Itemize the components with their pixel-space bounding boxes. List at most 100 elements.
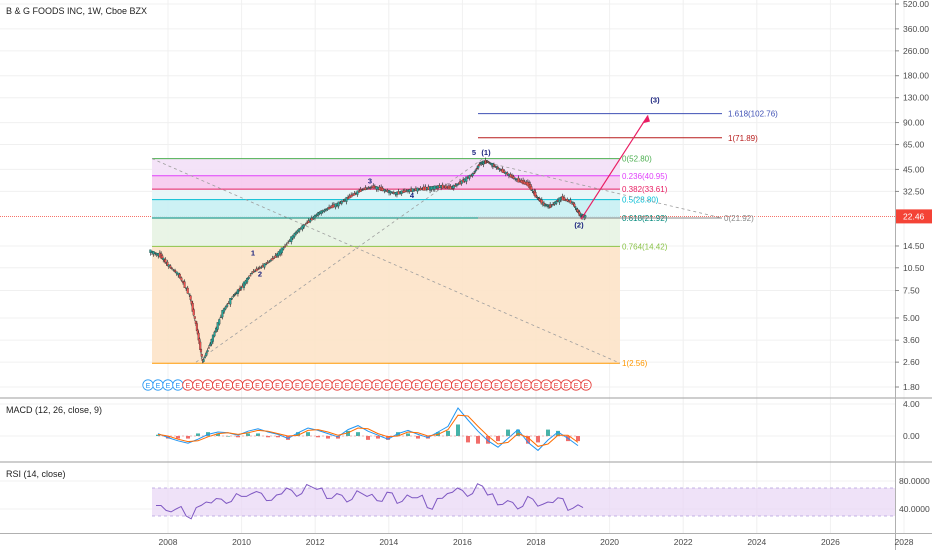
macd-histogram-bar (456, 424, 460, 436)
earnings-marker-label: E (146, 383, 151, 390)
macd-histogram-bar (556, 430, 560, 436)
price-tick-label: 130.00 (903, 93, 929, 103)
candle-body (531, 189, 534, 191)
axes: 520.00360.00260.00180.00130.0090.0065.00… (159, 0, 932, 547)
candle-body (514, 177, 517, 180)
earnings-marker-label: E (176, 383, 181, 390)
earnings-marker[interactable] (580, 379, 592, 391)
macd-histogram-bar (496, 436, 500, 442)
time-tick-label: 2020 (600, 537, 619, 547)
earnings-marker-label: E (504, 383, 509, 390)
time-tick-label: 2018 (527, 537, 546, 547)
candle-body (472, 173, 476, 175)
candle-body (222, 308, 226, 313)
trendline-dashed (195, 158, 484, 363)
candle-body (345, 196, 348, 202)
earnings-marker-label: E (574, 383, 579, 390)
macd-indicator (156, 407, 580, 452)
candle-body (216, 322, 219, 330)
wave-label[interactable]: 1 (251, 248, 255, 257)
wave-label[interactable]: 3 (368, 177, 372, 186)
macd-tick-label: 0.00 (903, 431, 920, 441)
fib-extension-lines[interactable]: 1.618(102.76) 1(71.89) 0(21.92) (478, 110, 778, 223)
candle-body (164, 259, 167, 264)
last-price-label: 22.46 (903, 211, 925, 221)
candle-body (498, 168, 501, 170)
wave-label[interactable]: (3) (650, 96, 660, 105)
wave-label[interactable]: (1) (481, 148, 491, 157)
macd-histogram-bar (346, 430, 350, 436)
candle-body (285, 244, 288, 246)
candle-body (253, 270, 257, 272)
price-tick-label: 180.00 (903, 71, 929, 81)
candle-body (477, 165, 480, 169)
macd-histogram-bar (356, 432, 360, 436)
last-price-tag (896, 209, 932, 224)
candle-body (218, 319, 221, 325)
earnings-marker-label: E (554, 383, 559, 390)
earnings-marker-label: E (584, 383, 589, 390)
candle-body (468, 175, 471, 179)
wave-label[interactable]: (2) (574, 221, 584, 230)
candle-body (247, 276, 250, 279)
candle-body (298, 228, 301, 232)
macd-histogram-bar (536, 436, 540, 443)
fib-level-label: 0.764(14.42) (622, 242, 668, 251)
wave-label[interactable]: 5 (472, 148, 476, 157)
price-tick-label: 10.50 (903, 263, 925, 273)
macd-histogram-bar (476, 436, 480, 444)
macd-histogram-bar (266, 436, 270, 438)
price-tick-label: 1.80 (903, 382, 920, 392)
rsi-line (156, 483, 584, 520)
wave-label[interactable]: 4 (410, 191, 415, 200)
earnings-marker-label: E (454, 383, 459, 390)
candle-body (282, 247, 285, 250)
macd-histogram-bar (176, 436, 180, 439)
candle-body (177, 272, 180, 276)
earnings-marker-label: E (345, 383, 350, 390)
fib-retracement-zones[interactable]: 0(52.80) 0.236(40.95) 0.382(33.61) 0.5(28.8… (152, 155, 668, 369)
candle-body (207, 347, 210, 349)
time-tick-label: 2008 (159, 537, 178, 547)
macd-histogram-bar (186, 436, 190, 439)
candle-body (166, 261, 169, 266)
elliott-wave-labels[interactable]: 1 2 3 4 5 (1) (2) (3) (251, 96, 660, 279)
candle-body (569, 199, 572, 204)
time-tick-label: 2010 (232, 537, 251, 547)
candle-body (291, 235, 294, 239)
candle-body (266, 262, 269, 264)
macd-histogram-bar (296, 432, 300, 436)
candle-body (455, 183, 458, 186)
rsi-tick-label: 80.0000 (899, 476, 930, 486)
candle-body (240, 287, 243, 290)
candle-body (342, 200, 345, 202)
macd-histogram-bar (306, 432, 310, 436)
macd-histogram-bar (576, 436, 580, 442)
candle-body (309, 219, 312, 222)
candle-body (290, 236, 293, 242)
fib-ext-label: 1(71.89) (728, 134, 758, 143)
candle-body (530, 186, 533, 191)
candle-body (302, 224, 305, 228)
time-tick-label: 2012 (306, 537, 325, 547)
price-candles[interactable] (149, 157, 587, 364)
candle-body (465, 176, 468, 182)
earnings-marker-label: E (484, 383, 489, 390)
wave-label[interactable]: 2 (258, 270, 262, 279)
price-tick-label: 360.00 (903, 24, 929, 34)
earnings-marker-label: E (185, 383, 190, 390)
fib-zone (152, 218, 620, 247)
candle-body (294, 231, 298, 235)
candle-body (301, 225, 304, 230)
candle-body (584, 215, 587, 218)
trendline-drawings[interactable] (151, 158, 723, 364)
earnings-marker-label: E (514, 383, 519, 390)
candle-body (280, 247, 283, 254)
projection-arrow-head (642, 115, 650, 124)
earnings-marker-label: E (444, 383, 449, 390)
fib-level-label: 0.382(33.61) (622, 185, 668, 194)
macd-histogram-bar (546, 429, 550, 436)
price-tick-label: 45.00 (903, 164, 925, 174)
